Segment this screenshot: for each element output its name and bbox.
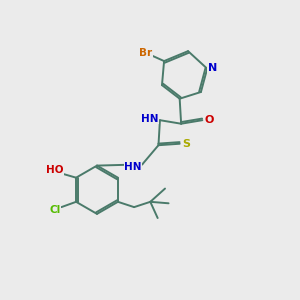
Text: HO: HO bbox=[46, 165, 63, 175]
Text: N: N bbox=[208, 63, 217, 73]
Text: HN: HN bbox=[124, 162, 142, 172]
Text: O: O bbox=[204, 115, 214, 125]
Text: Br: Br bbox=[139, 48, 152, 59]
Text: Cl: Cl bbox=[49, 205, 61, 215]
Text: S: S bbox=[182, 139, 190, 149]
Text: HN: HN bbox=[141, 114, 158, 124]
